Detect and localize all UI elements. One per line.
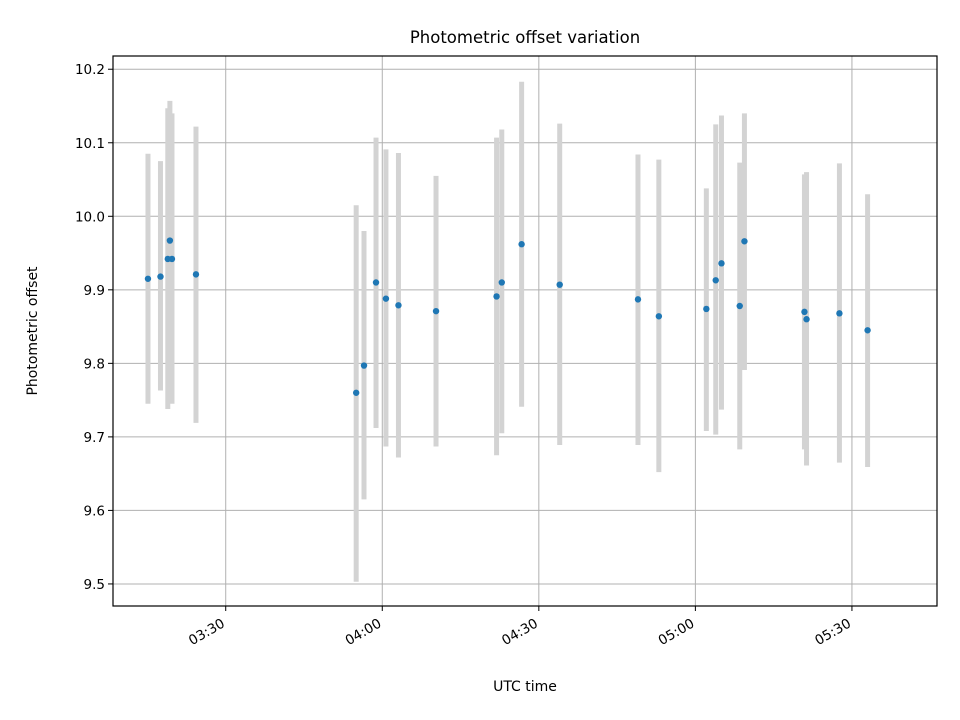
chart-title: Photometric offset variation: [410, 28, 640, 47]
data-point: [718, 260, 725, 267]
y-tick-label: 10.0: [75, 209, 105, 225]
data-point: [518, 241, 525, 248]
data-point: [703, 305, 710, 313]
data-point: [372, 279, 380, 286]
y-tick-label: 9.9: [84, 283, 105, 299]
data-point: [382, 295, 390, 302]
y-tick-label: 10.2: [75, 62, 105, 78]
error-bars: [145, 81, 871, 582]
x-axis-ticks: 03:30 04:00 04:30 05:00 05:30: [186, 606, 854, 649]
data-point: [432, 307, 440, 315]
data-point: [556, 281, 563, 288]
data-point: [168, 255, 176, 263]
data-point: [712, 277, 719, 284]
x-tick-label: 05:00: [656, 616, 698, 649]
y-tick-label: 10.1: [75, 136, 105, 152]
data-point: [741, 238, 748, 245]
data-point: [864, 327, 871, 334]
y-tick-label: 9.5: [84, 577, 105, 593]
data-point: [144, 275, 152, 282]
data-point: [395, 302, 402, 309]
data-point: [192, 271, 200, 278]
data-point: [655, 313, 663, 320]
data-point: [360, 362, 368, 369]
data-point: [157, 273, 164, 280]
data-point: [352, 389, 360, 396]
y-tick-label: 9.7: [84, 430, 105, 446]
x-tick-label: 04:30: [499, 616, 541, 649]
data-point: [166, 237, 174, 244]
x-tick-label: 05:30: [812, 616, 854, 649]
y-axis-ticks: 9.5 9.6 9.7 9.8 9.9 10.0 10.1 10.2: [75, 62, 113, 593]
data-point: [803, 316, 810, 323]
y-axis-label: Photometric offset: [25, 266, 41, 396]
x-axis-label: UTC time: [493, 679, 557, 695]
data-points: [144, 237, 871, 396]
grid-lines: [113, 56, 937, 606]
data-point: [836, 310, 843, 317]
data-point: [634, 296, 642, 303]
y-tick-label: 9.6: [84, 503, 105, 519]
data-point: [736, 302, 743, 310]
y-tick-label: 9.8: [84, 356, 105, 372]
x-tick-label: 04:00: [343, 616, 385, 649]
data-point: [493, 293, 500, 300]
x-tick-label: 03:30: [186, 616, 228, 649]
plot-frame: [112, 55, 938, 607]
data-point: [801, 308, 808, 316]
data-point: [498, 279, 505, 286]
